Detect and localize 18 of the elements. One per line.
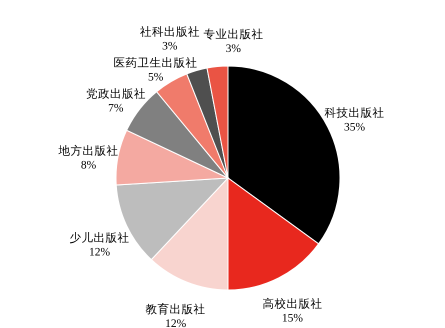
slice-label: 社科出版社 (140, 25, 200, 38)
slice-label: 少儿出版社 (70, 231, 130, 244)
data-label: 5% (148, 71, 164, 84)
data-label: 15% (282, 312, 304, 325)
data-label: 12% (165, 318, 187, 328)
slice-label: 高校出版社 (262, 296, 322, 311)
slice-label: 地方出版社 (58, 143, 119, 158)
data-label: 12% (88, 246, 110, 258)
data-label: 3% (226, 42, 242, 55)
data-label: 7% (108, 102, 124, 114)
data-label: 3% (162, 40, 178, 52)
slice-label: 科技出版社 (324, 106, 385, 120)
slice-label: 教育出版社 (146, 302, 206, 316)
data-label: 35% (344, 122, 366, 134)
data-label: 8% (80, 159, 97, 172)
slice-label: 党政出版社 (86, 87, 146, 100)
slice-label: 医药卫生出版社 (114, 56, 198, 70)
slice-label: 专业出版社 (203, 28, 264, 41)
